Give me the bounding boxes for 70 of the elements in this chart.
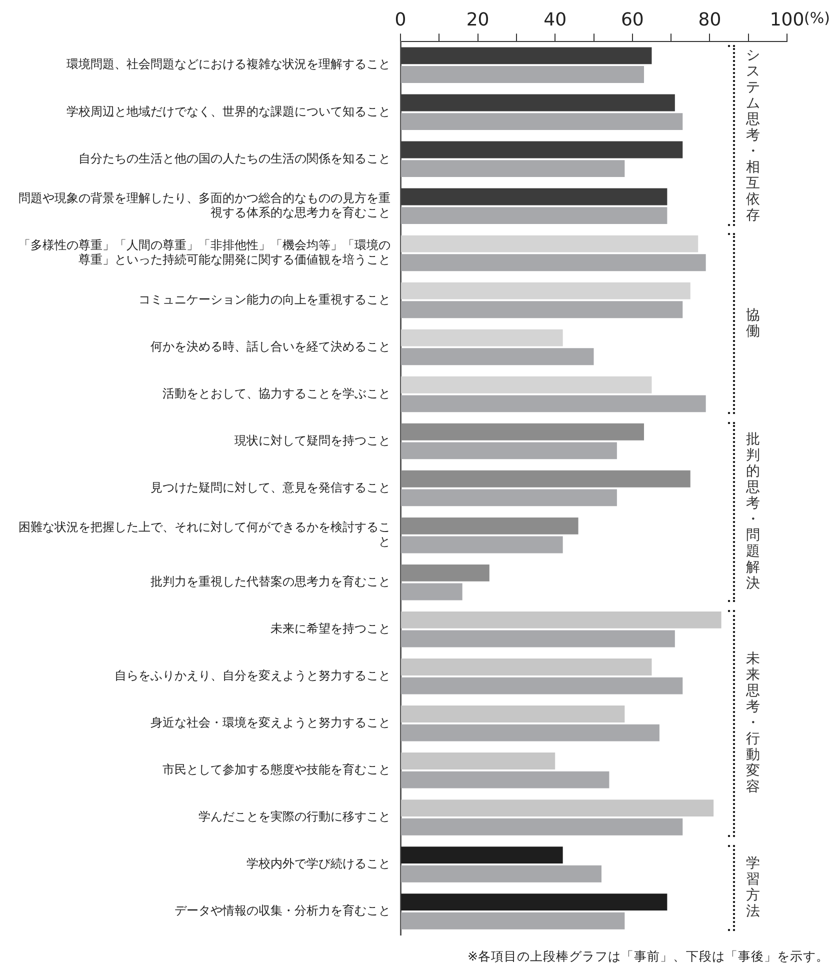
- bar: [401, 207, 668, 224]
- annotation: 協働: [746, 307, 760, 340]
- bar: [401, 800, 714, 817]
- text: 批判的思考・問題解決: [746, 431, 760, 592]
- y-tick-label: 学校周辺と地域だけでなく、世界的な課題について知ること: [66, 104, 390, 118]
- bar: [401, 771, 610, 788]
- y-tick-label: 問題や現象の背景を理解したり、多面的かつ総合的なものの見方を重視する体系的な思考力を育むこと: [18, 191, 390, 220]
- y-tick-label: コミュニケーション能力の向上を重視すること: [138, 292, 390, 306]
- bar: [401, 442, 617, 460]
- bar: [401, 677, 683, 694]
- bar: [401, 188, 668, 206]
- bar: [401, 235, 698, 252]
- bar: [401, 611, 722, 628]
- x-tick-label: 100: [770, 9, 804, 30]
- text: システム思考・相互依存: [746, 47, 760, 224]
- bar: [401, 254, 706, 272]
- y-tick-label: 活動をとおして、協力することを学ぶこと: [162, 386, 390, 400]
- bar: [401, 630, 675, 648]
- bar: [401, 865, 602, 882]
- y-tick-label: 市民として参加する態度や技能を育むこと: [162, 762, 390, 777]
- y-tick-label: 環境問題、社会問題などにおける複雑な状況を理解すること: [66, 57, 390, 72]
- text: 未来思考・行動変容: [746, 651, 760, 796]
- y-tick-label: 身近な社会・環境を変えようと努力すること: [150, 716, 390, 730]
- bar: [401, 706, 625, 722]
- x-tick-label: 0: [394, 9, 406, 30]
- bar: [401, 282, 690, 300]
- y-tick-label: 何かを決める時、話し合いを経て決めること: [150, 339, 390, 354]
- y-tick-label: 自分たちの生活と他の国の人たちの生活の関係を知ること: [78, 151, 390, 166]
- bar: [401, 517, 578, 534]
- bar: [401, 894, 668, 911]
- bar: [401, 470, 690, 488]
- x-tick-label: 80: [698, 9, 722, 30]
- x-tick-label: 20: [466, 9, 490, 30]
- bar: [401, 348, 594, 366]
- bar: [401, 376, 652, 394]
- y-tick-label: 困難な状況を把握した上で、それに対して何ができるかを検討すること: [18, 520, 390, 549]
- bar: [401, 423, 644, 440]
- bar: [401, 160, 625, 178]
- text: ※各項目の上段棒グラフは「事前」、下段は「事後」を示す。: [468, 948, 829, 964]
- bar: [401, 818, 683, 836]
- bar: [401, 301, 683, 318]
- bar: [401, 912, 625, 930]
- bar: [401, 536, 563, 554]
- y-tick-label: 現状に対して疑問を持つこと: [234, 433, 390, 448]
- bar: [401, 141, 683, 158]
- bar: [401, 583, 462, 600]
- bar: [401, 395, 706, 412]
- y-tick-label: データや情報の収集・分析力を育むこと: [174, 904, 390, 918]
- bar: [401, 752, 556, 770]
- bar: [401, 94, 675, 112]
- bar: [401, 113, 683, 130]
- x-axis-title: (%): [804, 8, 830, 27]
- y-tick-label: 批判力を重視した代替案の思考力を育むこと: [150, 574, 390, 588]
- x-tick-label: 60: [620, 9, 644, 30]
- bar: [401, 846, 563, 864]
- y-tick-label: 「多様性の尊重」「人間の尊重」「非排他性」「機会均等」「環境の尊重」といった持続可能な開発に関する価値観を培うこと: [18, 238, 390, 267]
- bar: [401, 724, 660, 742]
- y-tick-label: 学んだことを実際の行動に移すこと: [198, 810, 390, 824]
- bar: [401, 66, 644, 83]
- bar: [401, 489, 617, 506]
- y-tick-label: 自らをふりかえり、自分を変えようと努力すること: [114, 668, 390, 683]
- bar: [401, 47, 652, 64]
- bar: [401, 329, 563, 346]
- y-tick-label: 学校内外で学び続けること: [246, 856, 390, 871]
- annotation: 学習方法: [746, 856, 760, 920]
- y-tick-label: 見つけた疑問に対して、意見を発信すること: [150, 480, 390, 494]
- bar: [401, 658, 652, 676]
- x-tick-label: 40: [544, 9, 567, 30]
- y-tick-label: 未来に希望を持つこと: [270, 621, 390, 636]
- bar: [401, 564, 490, 582]
